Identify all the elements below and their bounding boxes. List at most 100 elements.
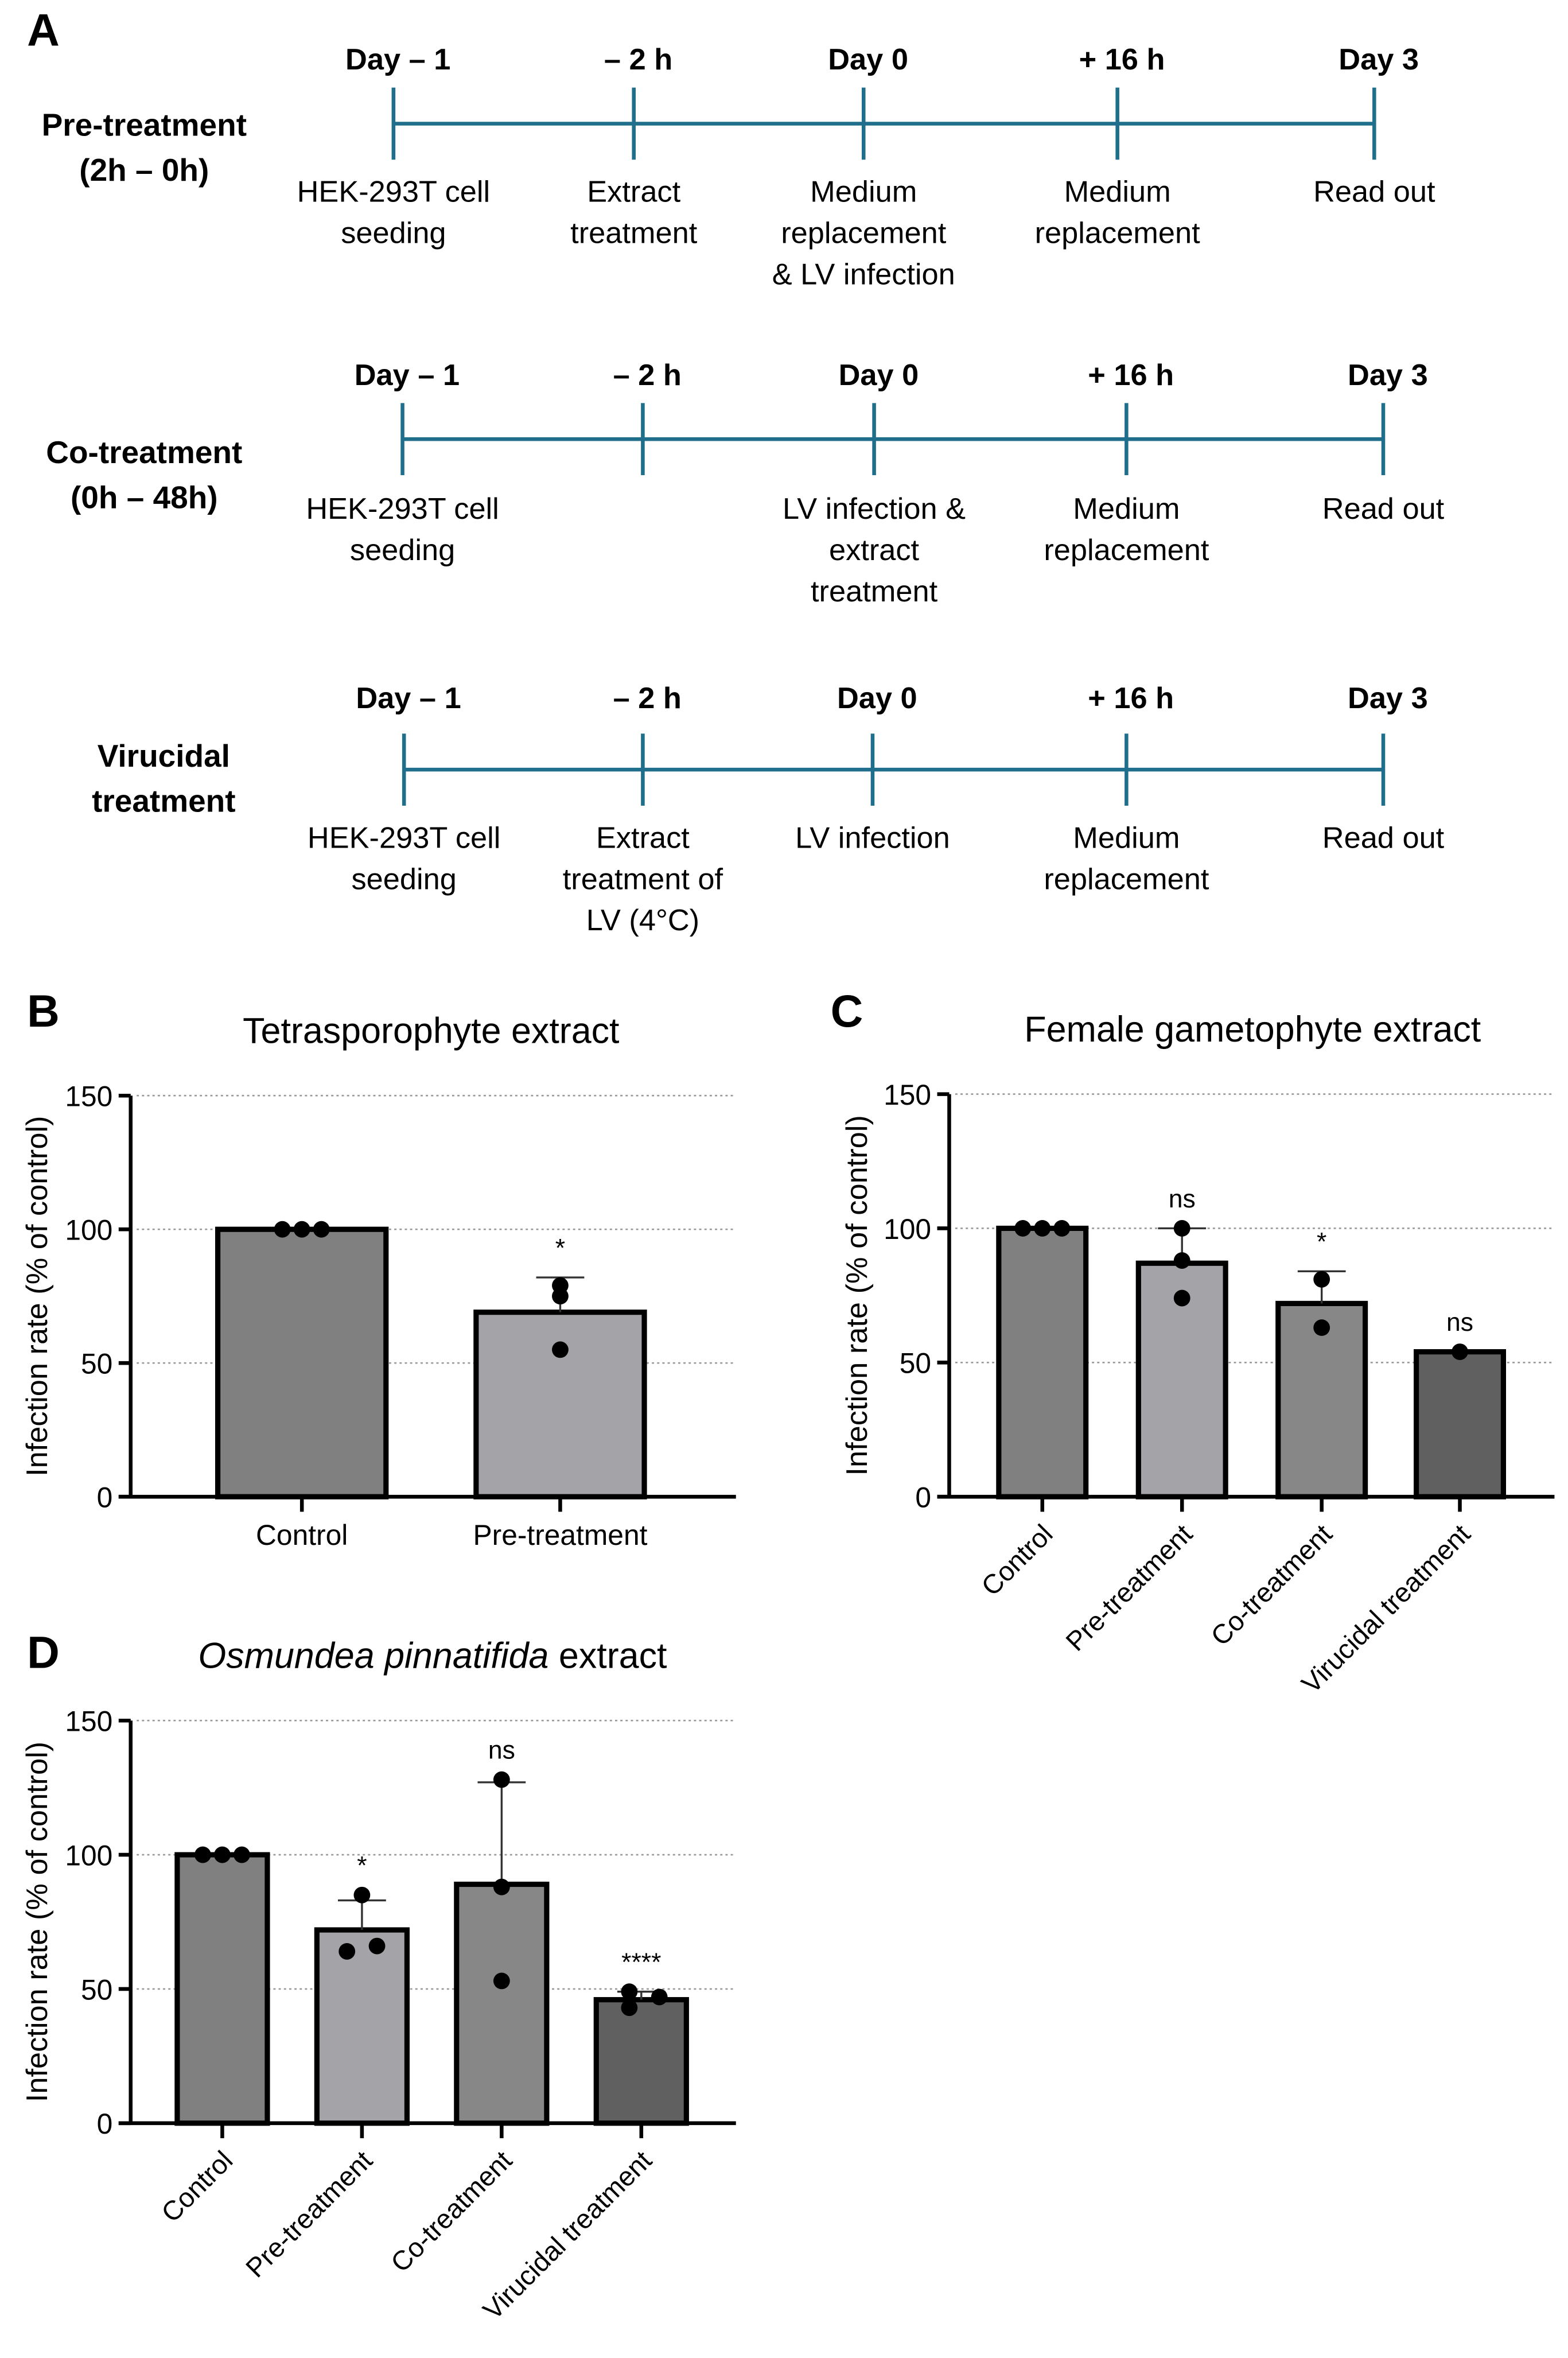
significance-label: ns <box>488 1736 515 1764</box>
event-label: seeding <box>341 217 446 250</box>
y-axis-label: Infection rate (% of control) <box>21 1116 54 1476</box>
event-label: & LV infection <box>772 258 955 292</box>
y-tick-label: 50 <box>900 1347 931 1380</box>
timepoint-label: Day 3 <box>1348 682 1428 715</box>
event-label: Medium <box>1073 492 1180 526</box>
bar <box>1414 1349 1507 1500</box>
data-point <box>313 1221 330 1238</box>
timeline-row-label: Virucidal <box>98 738 230 774</box>
data-point <box>1173 1289 1190 1307</box>
timepoint-label: + 16 h <box>1088 359 1174 392</box>
panel-b-chart: B Tetrasporophyte extract Infection rate (… <box>21 986 736 1551</box>
chart-title: Female gametophyte extract <box>1024 1009 1481 1050</box>
bar <box>996 1225 1089 1500</box>
data-point <box>1313 1319 1330 1336</box>
y-tick-label: 50 <box>81 1974 112 2006</box>
event-label: seeding <box>352 863 457 896</box>
data-point <box>552 1288 569 1305</box>
timeline-row-label: Co-treatment <box>46 434 242 470</box>
data-point <box>1034 1220 1051 1237</box>
significance-label: * <box>1317 1228 1326 1256</box>
data-point <box>293 1221 310 1238</box>
event-label: treatment <box>811 575 938 608</box>
x-tick-label: Co-treatment <box>384 2145 518 2278</box>
event-label: replacement <box>1044 534 1209 567</box>
y-tick-label: 0 <box>97 1481 113 1513</box>
significance-label: * <box>357 1852 367 1880</box>
event-label: HEK-293T cell <box>306 492 499 526</box>
data-point <box>651 1988 668 2006</box>
timepoint-label: – 2 h <box>604 43 672 76</box>
y-tick-label: 0 <box>97 2108 113 2140</box>
x-tick-label: Control <box>975 1518 1059 1602</box>
event-label: Medium <box>1073 821 1180 854</box>
x-tick-label: Co-treatment <box>1205 1518 1338 1652</box>
event-label: HEK-293T cell <box>297 176 491 209</box>
data-point <box>1014 1220 1032 1237</box>
bar <box>215 1226 389 1500</box>
panel-letter: C <box>831 986 863 1036</box>
data-point <box>194 1846 211 1863</box>
event-label: replacement <box>1035 217 1201 250</box>
event-label: replacement <box>1044 863 1209 896</box>
event-label: treatment <box>570 217 698 250</box>
significance-label: ns <box>1169 1185 1196 1213</box>
chart-title-italic: Osmundea pinnatifida <box>198 1636 548 1676</box>
data-point <box>1053 1220 1071 1237</box>
y-tick-label: 150 <box>884 1079 931 1111</box>
data-point <box>368 1937 386 1955</box>
y-tick-label: 0 <box>915 1481 931 1513</box>
bar <box>473 1310 647 1500</box>
event-label: Medium <box>810 176 917 209</box>
bar <box>314 1927 410 2126</box>
event-label: LV infection & <box>783 492 966 526</box>
data-point <box>1452 1343 1468 1360</box>
event-label: Read out <box>1322 821 1445 854</box>
y-tick-label: 100 <box>65 1839 112 1871</box>
panel-letter-a: A <box>27 5 60 55</box>
panel-d-chart: D Osmundea pinnatifida extract Infection r… <box>21 1627 736 2325</box>
significance-label: ns <box>1446 1308 1473 1337</box>
timepoint-label: – 2 h <box>613 359 682 392</box>
data-point <box>621 1999 638 2017</box>
event-label: LV infection <box>795 821 950 854</box>
data-point <box>493 1771 510 1788</box>
timepoint-label: – 2 h <box>613 682 682 715</box>
event-label: LV (4°C) <box>586 904 699 937</box>
data-point <box>621 1983 638 2000</box>
timepoint-label: Day – 1 <box>355 359 460 392</box>
significance-label: **** <box>621 1948 661 1976</box>
data-point <box>353 1886 371 1904</box>
timeline-row-label: Pre-treatment <box>42 107 247 142</box>
x-tick-label: Pre-treatment <box>473 1519 647 1551</box>
timepoint-label: Day 0 <box>839 359 919 392</box>
timepoint-label: Day 0 <box>828 43 908 76</box>
y-tick-label: 100 <box>884 1213 931 1245</box>
chart-title-rest: extract <box>548 1636 667 1676</box>
x-tick-label: Control <box>256 1519 348 1551</box>
data-point <box>493 1878 510 1895</box>
bar <box>174 1852 270 2126</box>
event-label: replacement <box>781 217 947 250</box>
x-tick-label: Pre-treatment <box>240 2145 378 2283</box>
panel-letter: B <box>27 986 60 1036</box>
timepoint-label: + 16 h <box>1088 682 1174 715</box>
y-tick-label: 150 <box>65 1706 112 1738</box>
chart-title: Osmundea pinnatifida extract <box>198 1636 667 1676</box>
event-label: Read out <box>1313 176 1435 209</box>
timeline-row-label: treatment <box>92 783 235 818</box>
y-tick-label: 150 <box>65 1081 112 1113</box>
data-point <box>338 1943 356 1960</box>
bar <box>454 1881 550 2126</box>
data-point <box>1173 1252 1190 1269</box>
data-point <box>1173 1220 1190 1237</box>
timepoint-label: Day 3 <box>1339 43 1419 76</box>
data-point <box>234 1846 250 1863</box>
timepoint-label: Day 3 <box>1348 359 1428 392</box>
timepoint-label: Day – 1 <box>345 43 450 76</box>
timepoint-label: Day – 1 <box>356 682 461 715</box>
timeline-row: Co-treatment (0h – 48h) Day – 1 HEK-293T ce… <box>46 359 1444 608</box>
y-tick-label: 50 <box>81 1348 112 1380</box>
panel-c-chart: C Female gametophyte extract Infection rat… <box>831 986 1555 1699</box>
